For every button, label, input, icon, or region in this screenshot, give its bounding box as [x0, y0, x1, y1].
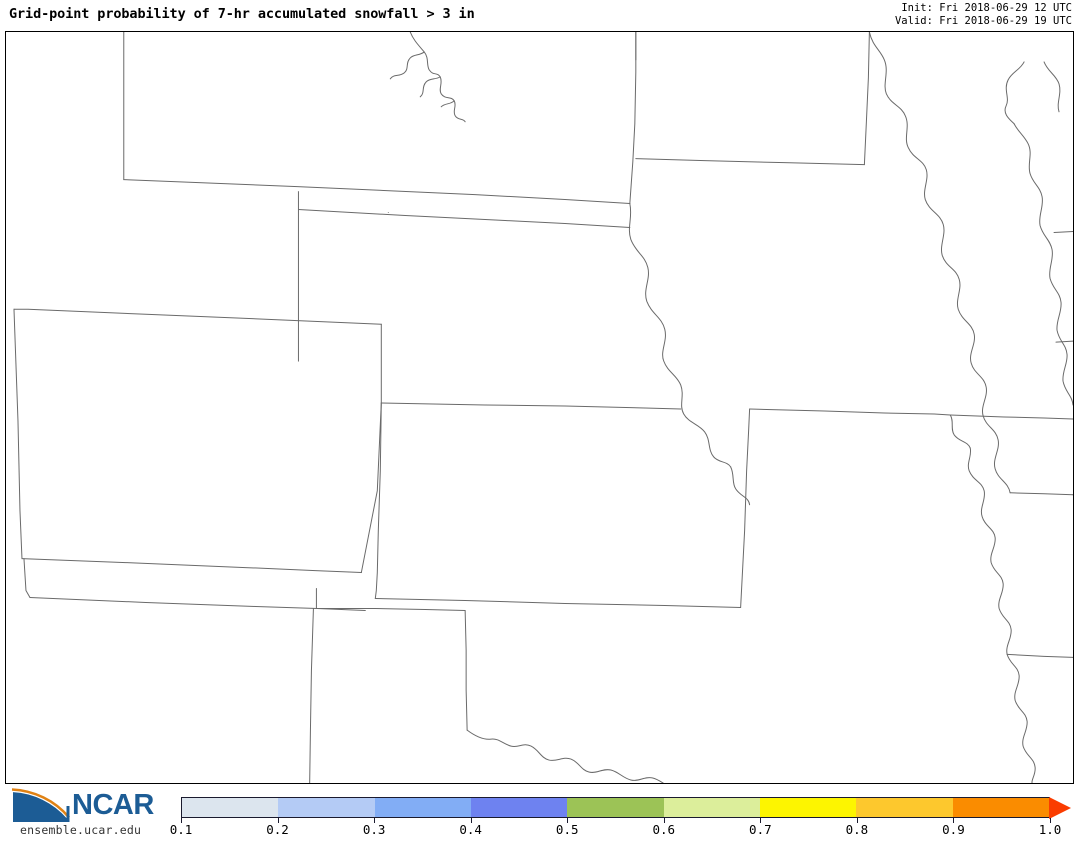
colorbar-tick-0.3 [374, 818, 376, 823]
border-ne-ks-south [381, 403, 680, 409]
border-wy-id-west [14, 309, 22, 558]
border-ok-panhandle-north [316, 608, 465, 610]
colorbar-label-0.1: 0.1 [169, 822, 193, 837]
colorbar-label-0.9: 0.9 [942, 822, 965, 837]
colorbar-band-0.6-0.7 [663, 798, 760, 817]
border-il-in-north [1010, 493, 1073, 495]
border-co-nm-south [30, 597, 365, 610]
colorbar[interactable] [181, 796, 1071, 819]
border-nd-mn [630, 32, 636, 204]
border-ks-ok-south [375, 598, 740, 607]
colorbar-band-0.2-0.3 [278, 798, 375, 817]
colorbar-tick-0.4 [470, 818, 472, 823]
border-nd-sd-west [124, 180, 630, 204]
colorbar-label-0.2: 0.2 [266, 822, 289, 837]
colorbar-label-0.6: 0.6 [652, 822, 676, 837]
river-tributary-a [390, 52, 424, 79]
colorbar-band-0.1-0.2 [182, 798, 279, 817]
colorbar-tick-0.9 [953, 818, 955, 823]
border-co-nm-westedge [24, 559, 30, 598]
colorbar-label-0.8: 0.8 [845, 822, 869, 837]
border-co-ks-east [375, 403, 381, 598]
border-detail-in-1 [1056, 341, 1073, 342]
init-time: Init: Fri 2018-06-29 12 UTC [901, 2, 1072, 14]
border-mo-il-east [950, 415, 1073, 419]
lake-michigan-east [1044, 62, 1060, 112]
colorbar-extend-arrow-icon [1049, 796, 1071, 819]
border-mn-wi [864, 32, 869, 165]
colorbar-tick-0.7 [760, 818, 762, 823]
valid-time: Valid: Fri 2018-06-29 19 UTC [894, 15, 1072, 27]
river-missouri-lower [731, 467, 750, 505]
colorbar-tick-0.2 [277, 818, 279, 823]
ncar-url-label: ensemble.ucar.edu [20, 823, 142, 837]
colorbar-bands [181, 797, 1050, 818]
colorbar-label-1.0: 1.0 [1038, 822, 1062, 837]
border-wy-mt-north [14, 309, 381, 324]
ncar-swoosh-icon [11, 788, 71, 822]
plot-header: Grid-point probability of 7-hr accumulat… [0, 0, 1080, 31]
timestamp-block: Init: Fri 2018-06-29 12 UTC Valid: Fri 2… [895, 2, 1072, 28]
colorbar-label-0.4: 0.4 [459, 822, 482, 837]
border-detail-wi-1 [1054, 231, 1073, 232]
border-mo-ar-il-ky [1007, 654, 1073, 657]
colorbar-tick-1.0 [1050, 818, 1051, 823]
border-ia-mo-north [750, 409, 951, 415]
border-wy-co-south [22, 559, 361, 573]
colorbar-tick-0.1 [181, 818, 182, 823]
colorbar-band-0.5-0.6 [567, 798, 664, 817]
border-mn-ia-north [636, 159, 865, 165]
colorbar-band-0.9-1 [952, 798, 1049, 817]
colorbar-label-0.5: 0.5 [555, 822, 579, 837]
river-tributary-b [420, 77, 440, 97]
colorbar-band-0.8-0.9 [856, 798, 953, 817]
colorbar-tick-labels: 0.1 0.2 0.3 0.4 0.5 0.6 0.7 0.8 0.9 1.0 [170, 822, 1062, 840]
state-boundaries-map [6, 32, 1073, 783]
border-ok-tx-west [309, 608, 313, 783]
colorbar-band-0.3-0.4 [374, 798, 471, 817]
lake-michigan-west-shore [1014, 124, 1073, 405]
river-mississippi-ia-il [869, 32, 1010, 493]
colorbar-tick-0.5 [567, 818, 569, 823]
colorbar-band-0.4-0.5 [470, 798, 568, 817]
ncar-wordmark: NCAR [72, 789, 154, 821]
border-mo-il-mississippi-top [950, 415, 970, 448]
ncar-logo[interactable]: NCAR ensemble.ucar.edu [8, 788, 170, 838]
lake-michigan-north-bay [1005, 62, 1024, 124]
border-ok-tx-panhandle-east [465, 610, 467, 730]
river-mississippi-mo-il [968, 448, 1035, 783]
river-missouri-ne-ia [629, 204, 730, 467]
colorbar-tick-0.6 [663, 818, 665, 823]
river-red-river-ok-tx [467, 730, 780, 783]
border-ks-mo-east [741, 409, 750, 607]
map-panel[interactable] [5, 31, 1074, 784]
footer-bar: NCAR ensemble.ucar.edu 0.1 0.2 0.3 0.4 0.5 0.… [0, 784, 1080, 842]
border-co-wy-ut-east [361, 403, 381, 573]
border-sd-ne-segment [298, 210, 629, 228]
river-red-river-north [410, 32, 465, 122]
colorbar-band-0.7-0.8 [759, 798, 857, 817]
page-title: Grid-point probability of 7-hr accumulat… [9, 6, 475, 22]
colorbar-ticks [181, 818, 1061, 824]
colorbar-label-0.7: 0.7 [749, 822, 772, 837]
colorbar-tick-0.8 [856, 818, 858, 823]
river-tributary-c [441, 101, 454, 107]
colorbar-label-0.3: 0.3 [362, 822, 386, 837]
